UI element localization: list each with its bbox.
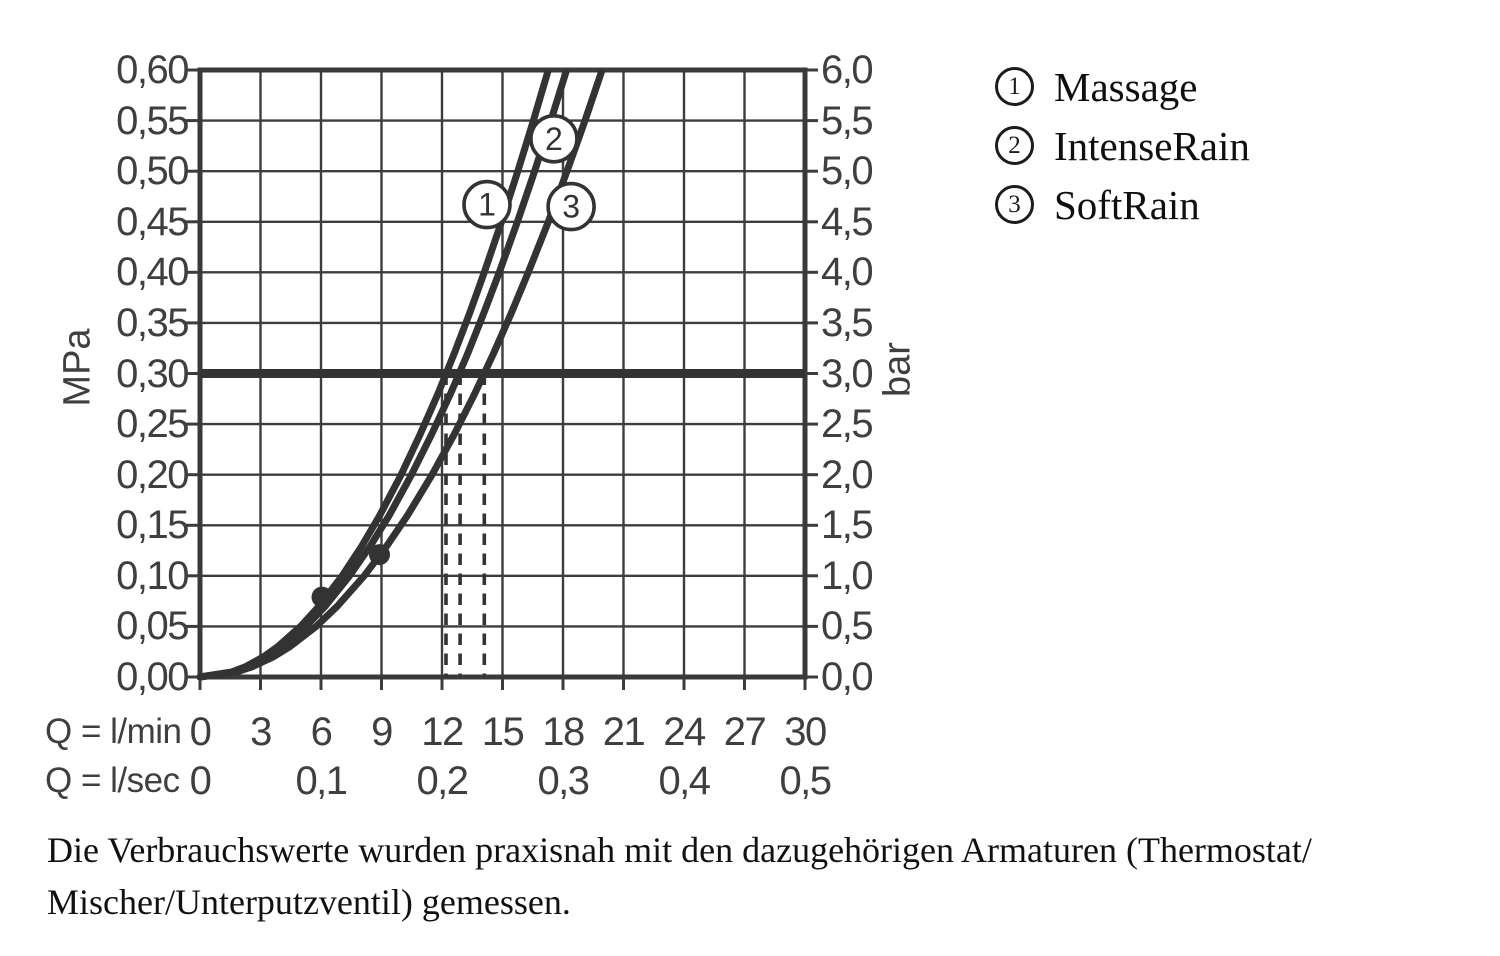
x-lmin-tick-label: 0 [189,710,212,754]
x-lmin-tick-label: 9 [371,710,393,754]
legend-label: SoftRain [1054,181,1200,228]
measurement-dot [311,586,333,608]
flow-chart-plot-area: 1 2 3 [185,67,818,690]
legend-number-badge: 2 [995,126,1034,165]
y-left-tick-label: 0,00 [116,655,189,699]
y-left-tick-label: 0,60 [116,48,189,92]
y-left-tick-label: 0,55 [116,98,189,143]
x-lmin-tick-label: 18 [542,710,585,754]
x-lmin-tick-label: 3 [250,710,272,754]
y-left-tick-label: 0,05 [116,604,189,649]
y-right-tick-label: 5,5 [821,98,874,143]
curve-number-badge [529,114,579,164]
x-lmin-tick-label: 30 [784,710,827,754]
curve-number-text: 3 [562,189,580,225]
y-right-tick-label: 6,0 [821,48,874,92]
y-right-tick-label: 3,0 [821,351,874,396]
curve-number-badge [462,179,512,230]
x-lmin-tick-label: 12 [421,710,464,754]
y-right-tick-label: 0,5 [821,604,874,649]
y-axis-left-unit-label: MPa [56,328,99,407]
x-lmin-tick-label: 15 [481,710,525,754]
legend-label: IntenseRain [1054,122,1250,169]
y-right-tick-label: 3,5 [821,300,874,345]
x-lmin-tick-label: 27 [723,710,767,754]
y-right-tick-label: 4,0 [821,250,874,295]
curve-intenserain [196,70,571,681]
y-left-tick-label: 0,20 [116,452,189,497]
x-lsec-tick-label: 0,3 [537,759,590,803]
y-right-tick-label: 0,0 [821,655,874,699]
y-right-tick-label: 4,5 [821,199,874,244]
x-lmin-tick-label: 24 [663,710,706,754]
y-left-tick-label: 0,25 [116,402,189,447]
legend: 1 Massage 2 IntenseRain 3 SoftRain [995,64,1250,245]
x-lsec-tick-label: 0,2 [416,759,469,803]
x-axis-lsec-row-label: Q = l/sec [45,761,180,800]
measurement-dot [369,544,390,566]
y-right-tick-label: 1,5 [821,503,874,548]
y-left-tick-label: 0,15 [116,503,189,548]
x-axis-lmin-row-label: Q = l/min [45,712,182,751]
curve-number-text: 1 [478,187,496,223]
y-right-tick-label: 1,0 [821,553,874,598]
y-right-tick-label: 2,0 [821,452,874,497]
legend-number-badge: 1 [995,67,1034,106]
x-lmin-tick-label: 6 [310,710,333,754]
y-right-tick-label: 2,5 [821,402,874,447]
y-left-tick-label: 0,30 [116,351,189,396]
y-left-tick-label: 0,40 [116,250,189,295]
legend-number-badge: 3 [995,185,1034,224]
caption-line-2: Mischer/Unterputzventil) gemessen. [47,882,571,922]
y-left-tick-label: 0,45 [116,199,189,244]
x-lsec-tick-label: 0,4 [658,759,711,803]
x-lsec-tick-label: 0,5 [779,759,832,803]
legend-item: 3 SoftRain [995,182,1250,228]
x-lsec-tick-label: 0,1 [295,759,348,803]
caption-line-1: Die Verbrauchswerte wurden praxisnah mit… [47,830,1312,870]
legend-item: 2 IntenseRain [995,123,1250,169]
curve-number-text: 2 [545,121,563,157]
caption: Die Verbrauchswerte wurden praxisnah mit… [47,824,1312,928]
legend-label: Massage [1054,63,1198,110]
y-right-tick-label: 5,0 [821,149,874,194]
legend-item: 1 Massage [995,64,1250,110]
x-lsec-tick-label: 0 [189,759,212,803]
curve-number-badge [546,181,596,232]
x-lmin-tick-label: 21 [602,710,646,754]
y-left-tick-label: 0,50 [116,149,189,194]
y-left-tick-label: 0,10 [116,553,189,598]
y-left-tick-label: 0,35 [116,300,189,345]
y-axis-right-unit-label: bar [876,342,919,397]
